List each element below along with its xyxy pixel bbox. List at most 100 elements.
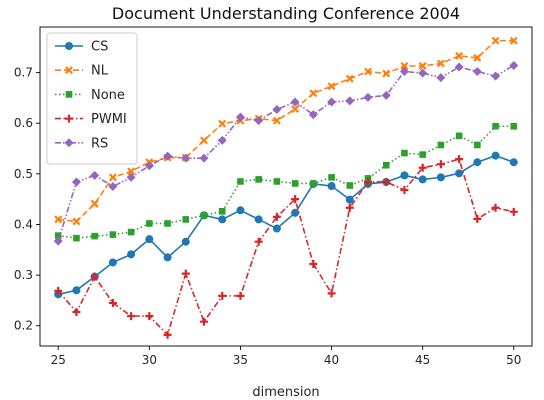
data-point-rs bbox=[217, 135, 227, 145]
data-point-rs bbox=[327, 97, 337, 107]
data-point-none bbox=[382, 161, 390, 169]
legend-marker-rs bbox=[64, 138, 74, 148]
data-point-pwmi bbox=[364, 177, 372, 186]
x-tick-label: 35 bbox=[233, 353, 248, 367]
data-point-pwmi bbox=[291, 195, 300, 204]
legend-item-none: None bbox=[55, 88, 125, 103]
data-point-cs bbox=[455, 169, 464, 178]
data-point-pwmi bbox=[272, 212, 281, 221]
x-tick-label: 50 bbox=[506, 353, 521, 367]
data-point-rs bbox=[472, 67, 482, 77]
data-point-pwmi bbox=[455, 155, 464, 164]
data-point-nl bbox=[90, 199, 99, 208]
data-point-pwmi bbox=[473, 214, 482, 223]
data-point-none bbox=[419, 151, 426, 158]
data-point-rs bbox=[53, 236, 63, 246]
data-point-rs bbox=[254, 116, 264, 126]
data-point-none bbox=[73, 234, 80, 242]
data-point-nl bbox=[72, 217, 81, 226]
x-tick-label: 25 bbox=[51, 353, 66, 367]
data-point-nl bbox=[200, 136, 208, 145]
data-point-rs bbox=[418, 68, 428, 78]
data-point-rs bbox=[272, 105, 282, 115]
legend-marker-none bbox=[65, 91, 73, 98]
y-tick-label: 0.4 bbox=[14, 217, 33, 231]
series-line-nl bbox=[58, 39, 514, 223]
data-point-none bbox=[146, 220, 153, 227]
data-point-none bbox=[492, 122, 499, 130]
y-tick-label: 0.3 bbox=[14, 268, 33, 282]
data-point-pwmi bbox=[108, 298, 117, 307]
series-rs bbox=[53, 60, 519, 246]
data-point-rs bbox=[491, 71, 501, 81]
data-point-rs bbox=[363, 92, 373, 102]
legend-item-cs: CS bbox=[55, 40, 108, 55]
data-point-none bbox=[328, 174, 335, 181]
data-point-nl bbox=[54, 215, 63, 224]
data-point-nl bbox=[509, 36, 518, 45]
data-point-rs bbox=[454, 62, 464, 72]
data-point-nl bbox=[400, 62, 409, 70]
data-point-none bbox=[218, 208, 226, 215]
series-pwmi bbox=[54, 155, 518, 339]
data-point-none bbox=[109, 231, 117, 238]
data-point-rs bbox=[163, 151, 173, 161]
data-point-cs bbox=[291, 208, 300, 217]
data-point-rs bbox=[399, 67, 409, 77]
data-point-none bbox=[401, 149, 408, 157]
data-point-rs bbox=[108, 182, 118, 191]
data-point-cs bbox=[491, 151, 500, 160]
data-point-pwmi bbox=[327, 289, 336, 298]
y-tick-label: 0.7 bbox=[14, 66, 33, 80]
legend-marker-cs bbox=[65, 42, 74, 51]
data-point-rs bbox=[71, 177, 81, 187]
data-point-rs bbox=[436, 73, 446, 83]
data-point-none bbox=[255, 176, 262, 183]
data-point-pwmi bbox=[54, 286, 63, 295]
data-point-none bbox=[164, 220, 171, 227]
legend-label-none: None bbox=[91, 88, 125, 103]
x-tick-label: 40 bbox=[324, 353, 339, 367]
data-point-rs bbox=[509, 60, 519, 70]
data-point-cs bbox=[327, 181, 336, 190]
legend-label-rs: RS bbox=[91, 136, 108, 151]
data-point-nl bbox=[382, 69, 391, 78]
plot-frame bbox=[39, 26, 533, 347]
data-point-cs bbox=[473, 158, 482, 167]
legend-marker-nl bbox=[65, 66, 73, 75]
data-point-nl bbox=[218, 119, 227, 128]
data-point-rs bbox=[199, 153, 209, 163]
data-point-nl bbox=[364, 67, 372, 76]
legend: CS NL None PWMI RS bbox=[46, 32, 138, 165]
data-point-rs bbox=[290, 97, 300, 107]
data-point-pwmi bbox=[345, 203, 354, 212]
series-cs bbox=[54, 151, 518, 299]
data-point-none bbox=[455, 132, 463, 140]
y-axis: 0.2 0.3 0.4 0.5 0.6 0.7 bbox=[14, 66, 40, 333]
data-point-none bbox=[91, 232, 98, 240]
data-point-nl bbox=[436, 59, 445, 68]
data-point-nl bbox=[309, 89, 318, 98]
x-tick-label: 45 bbox=[415, 353, 430, 367]
data-point-cs bbox=[108, 258, 117, 267]
data-point-none bbox=[237, 178, 244, 185]
legend-label-nl: NL bbox=[91, 64, 109, 79]
data-point-pwmi bbox=[254, 237, 263, 246]
data-point-cs bbox=[72, 286, 81, 295]
data-point-none bbox=[182, 216, 190, 223]
legend-item-pwmi: PWMI bbox=[55, 112, 127, 127]
chart-title: Document Understanding Conference 2004 bbox=[112, 4, 460, 23]
series-line-cs bbox=[58, 154, 515, 296]
data-point-nl bbox=[127, 167, 136, 176]
data-point-none bbox=[510, 122, 518, 130]
x-tick-label: 30 bbox=[142, 353, 157, 367]
data-point-pwmi bbox=[218, 291, 227, 300]
data-point-nl bbox=[327, 82, 336, 91]
data-point-cs bbox=[436, 173, 445, 182]
series-line-pwmi bbox=[57, 158, 514, 336]
data-point-cs bbox=[400, 171, 409, 180]
data-point-pwmi bbox=[382, 177, 391, 186]
data-point-cs bbox=[272, 224, 281, 233]
data-point-rs bbox=[144, 161, 154, 171]
